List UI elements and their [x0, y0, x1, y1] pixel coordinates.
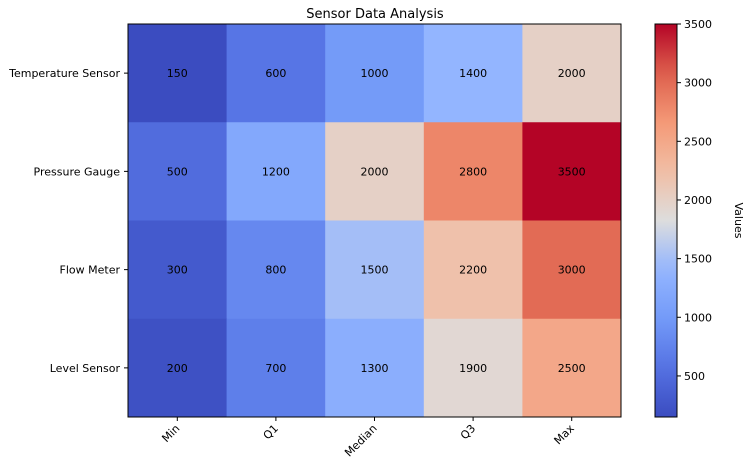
heatmap-cell — [522, 122, 622, 221]
cell-value-label: 800 — [265, 264, 286, 277]
column-label: Q3 — [458, 422, 478, 442]
heatmap-cell — [423, 220, 523, 320]
column-label: Max — [552, 422, 578, 448]
cell-value-label: 150 — [167, 67, 188, 80]
heatmap-cell — [128, 318, 228, 418]
cell-value-label: 2800 — [459, 165, 487, 178]
colorbar-tick-label: 500 — [684, 370, 705, 383]
colorbar-tick-label: 3500 — [684, 18, 712, 31]
cell-value-label: 500 — [167, 165, 188, 178]
heatmap-cells — [128, 24, 622, 418]
row-label: Level Sensor — [50, 362, 121, 375]
cell-value-label: 1400 — [459, 67, 487, 80]
colorbar-tick-label: 2500 — [684, 135, 712, 148]
heatmap-cell — [522, 24, 622, 123]
cell-value-label: 1500 — [361, 264, 389, 277]
chart-title: Sensor Data Analysis — [306, 7, 444, 22]
colorbar-ticks: 500 1000 1500 2000 2500 3000 3500 — [677, 18, 712, 383]
colorbar-tick-label: 1000 — [684, 311, 712, 324]
cell-value-label: 200 — [167, 362, 188, 375]
colorbar — [654, 23, 678, 418]
column-label: Q1 — [261, 422, 281, 442]
cell-value-label: 1200 — [262, 165, 290, 178]
cell-value-label: 2200 — [459, 264, 487, 277]
heatmap-cell — [325, 318, 425, 418]
heatmap-cell — [226, 318, 326, 418]
row-label: Pressure Gauge — [34, 165, 121, 178]
heatmap-cell — [325, 220, 425, 320]
cell-value-label: 1900 — [459, 362, 487, 375]
cell-value-label: 2500 — [558, 362, 586, 375]
cell-value-label: 1300 — [361, 362, 389, 375]
column-labels: Min Q1 Median Q3 Max — [159, 417, 577, 459]
cell-value-label: 3000 — [558, 264, 586, 277]
heatmap-cell — [423, 24, 523, 123]
cell-value-label: 3500 — [558, 165, 586, 178]
column-label: Min — [159, 422, 182, 445]
heatmap-cell — [325, 24, 425, 123]
heatmap-cell — [522, 318, 622, 418]
heatmap-cell — [128, 24, 228, 123]
heatmap-cell — [522, 220, 622, 320]
heatmap-cell — [128, 122, 228, 221]
cell-value-label: 2000 — [361, 165, 389, 178]
heatmap-cell — [423, 318, 523, 418]
cell-value-labels: 150 600 1000 1400 2000 500 1200 2000 2800 3500 300… — [167, 67, 586, 375]
heatmap-cell — [226, 24, 326, 123]
cell-value-label: 2000 — [558, 67, 586, 80]
cell-value-label: 700 — [265, 362, 286, 375]
cell-value-label: 300 — [167, 264, 188, 277]
row-label: Temperature Sensor — [8, 67, 120, 80]
cell-value-label: 1000 — [361, 67, 389, 80]
colorbar-tick-label: 3000 — [684, 77, 712, 90]
heatmap-cell — [423, 122, 523, 221]
heatmap-cell — [226, 220, 326, 320]
colorbar-tick-label: 1500 — [684, 253, 712, 266]
heatmap-cell — [128, 220, 228, 320]
colorbar-label: Values — [732, 203, 745, 239]
column-label: Median — [342, 422, 380, 460]
colorbar-tick-label: 2000 — [684, 194, 712, 207]
heatmap-cell — [325, 122, 425, 221]
cell-value-label: 600 — [265, 67, 286, 80]
row-label: Flow Meter — [60, 264, 121, 277]
row-labels: Temperature Sensor Pressure Gauge Flow Met… — [8, 67, 128, 375]
heatmap-cell — [226, 122, 326, 221]
